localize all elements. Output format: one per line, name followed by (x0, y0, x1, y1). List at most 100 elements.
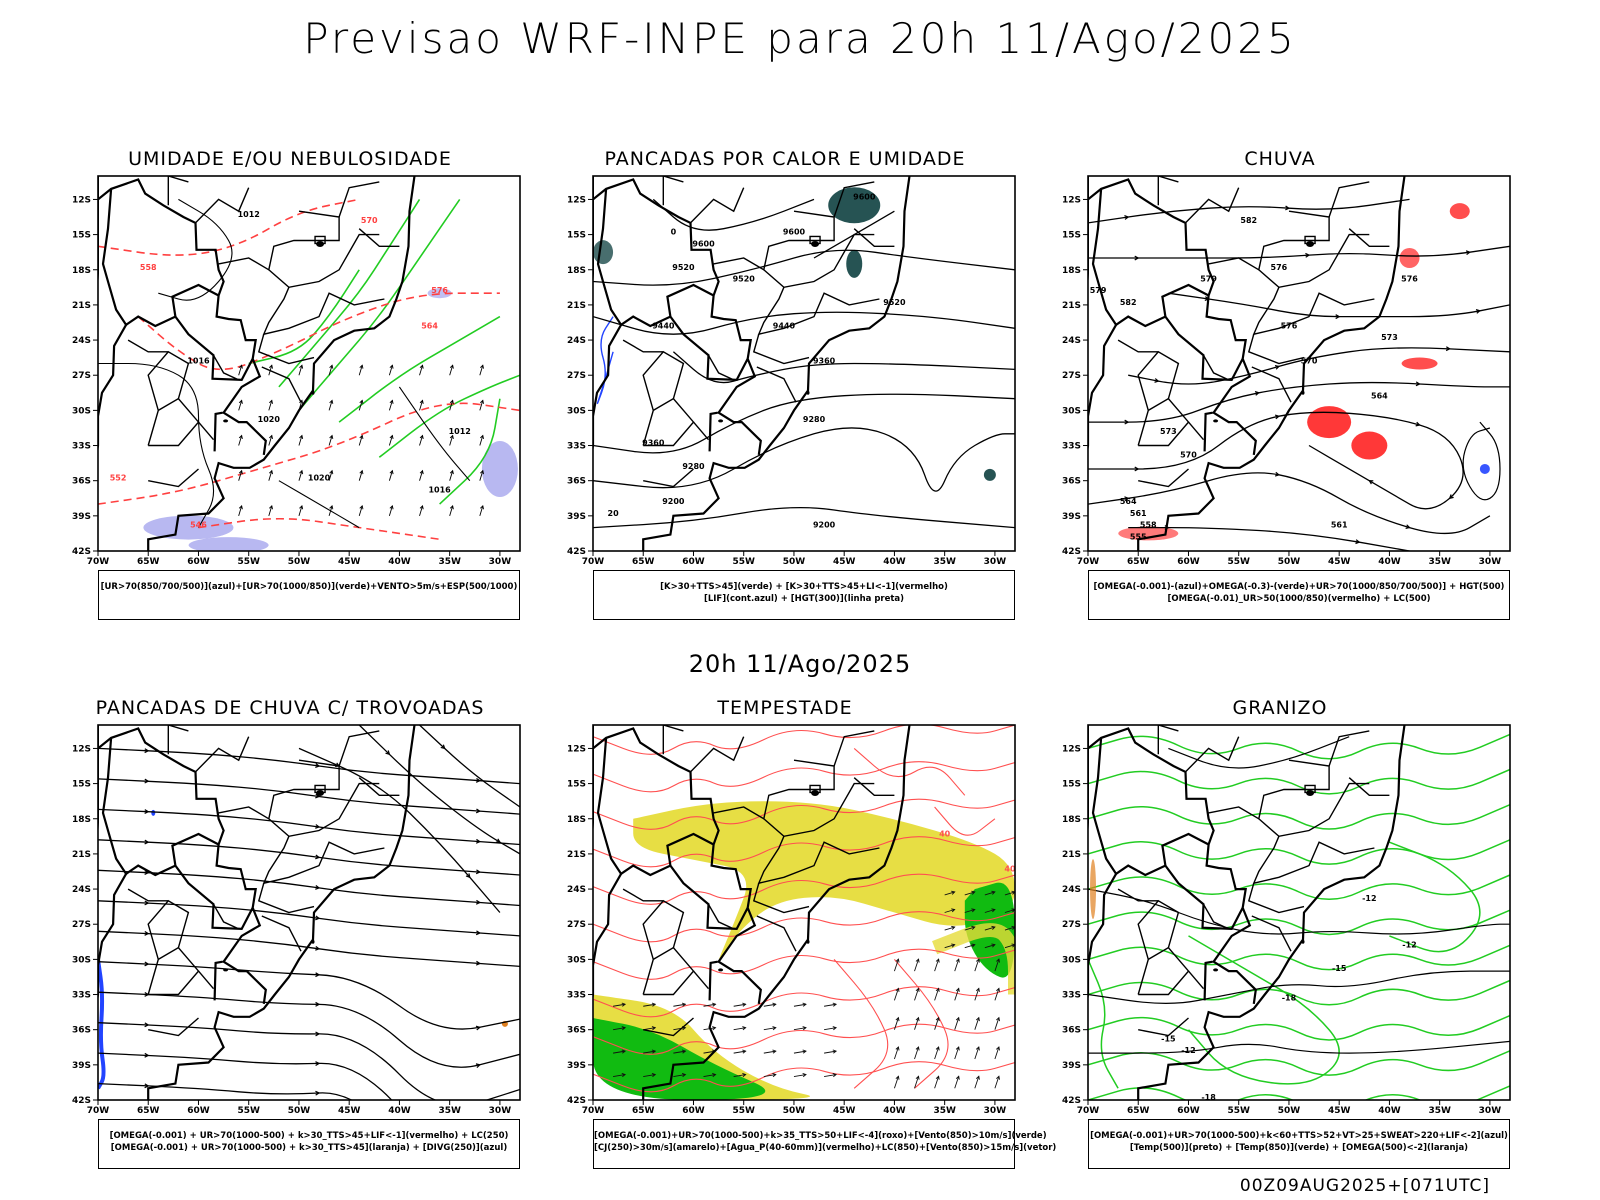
streamline (278, 480, 360, 529)
wind-vector (914, 1017, 919, 1030)
wind-vector (328, 435, 333, 446)
coastline (147, 725, 416, 1100)
lat-tick-label: 18S (567, 815, 586, 825)
contour-label: 570 (1301, 357, 1318, 366)
wind-vector (298, 470, 303, 481)
wind-vector-head (299, 469, 304, 475)
wind-vector (964, 891, 975, 896)
weather-map: -12 -15 -18 -12 -15 -18 -12 12S 15S 18S 21S 24S 27S 3… (1062, 724, 1511, 1116)
wind-vector-head (895, 1075, 900, 1080)
streamline-arrow (315, 1031, 321, 1037)
country-border (174, 315, 254, 382)
wind-vector-head (991, 925, 996, 930)
streamline (593, 427, 1015, 492)
contour-label: 558 (1140, 521, 1157, 530)
wind-vector-head (419, 504, 424, 510)
wind-vector-head (480, 399, 484, 404)
state-border (713, 806, 765, 820)
lon-tick-label: 30W (984, 557, 1007, 567)
contour-label: 9600 (783, 228, 806, 237)
state-border (1258, 210, 1370, 289)
streamline (593, 725, 1015, 755)
streamline (1088, 839, 1510, 865)
state-border (1137, 350, 1180, 411)
wind-vector-head (742, 1002, 747, 1007)
panel-title: UMIDADE E/OU NEBULOSIDADE (128, 148, 452, 170)
wind-vector-head (449, 434, 454, 440)
streamline-arrow (315, 1061, 321, 1066)
lat-tick-label: 15S (1062, 231, 1081, 241)
legend-line: [LIF](cont.azul) + [HGT(300)](linha pret… (703, 594, 905, 604)
state-border (1348, 228, 1390, 248)
lat-tick-label: 18S (72, 815, 91, 825)
lat-tick-label: 36S (72, 477, 91, 487)
streamline (1187, 935, 1340, 1085)
lon-tick-label: 50W (1278, 1106, 1301, 1116)
lon-tick-label: 30W (1479, 1106, 1502, 1116)
streamline (1088, 411, 1464, 510)
streamline (593, 911, 1015, 943)
lat-tick-label: 42S (567, 547, 586, 557)
wind-vector (934, 1076, 940, 1089)
wind-vector-head (238, 434, 243, 440)
wind-vector-head (955, 1046, 960, 1051)
lat-tick-label: 39S (567, 512, 586, 522)
state-border (338, 730, 380, 767)
lon-tick-label: 70W (87, 1106, 110, 1116)
contour-label: 558 (140, 263, 157, 272)
wind-vector (358, 365, 363, 376)
convective-area (846, 249, 863, 278)
wind-vector-head (651, 1049, 657, 1054)
wind-vector (1004, 909, 1015, 913)
streamline-arrow (465, 873, 471, 879)
wind-vector-head (389, 469, 394, 475)
streamline (1168, 736, 1350, 769)
country-border (1203, 960, 1213, 1001)
wind-vector (954, 958, 960, 972)
wind-vector-head (895, 987, 900, 992)
wind-vector (479, 400, 484, 411)
streamline (1088, 198, 1410, 224)
streamline-arrow (1154, 378, 1160, 383)
lon-tick-label: 70W (1077, 1106, 1100, 1116)
wind-vector (984, 909, 995, 913)
wind-vector-head (299, 364, 304, 369)
streamline (1088, 888, 1510, 935)
wind-vector-head (935, 987, 940, 992)
wind-vector-head (915, 987, 920, 992)
lat-tick-label: 39S (567, 1061, 586, 1071)
state-border (262, 836, 385, 885)
wind-vector-head (742, 1072, 747, 1078)
wind-vector (643, 1003, 656, 1007)
lake (1213, 419, 1219, 423)
wind-vector-head (419, 399, 424, 404)
streamline-arrow (315, 824, 321, 829)
wind-vector-head (712, 1026, 717, 1031)
streamline (1088, 959, 1119, 1089)
wind-vector (914, 958, 919, 972)
country-border (669, 315, 749, 382)
country-border (593, 324, 623, 453)
contour-label: 1020 (308, 474, 331, 483)
wind-vector-head (935, 1016, 940, 1022)
streamline (298, 198, 461, 411)
lake (223, 419, 229, 423)
wind-vector-head (991, 943, 996, 948)
wind-vector (268, 505, 273, 516)
wind-vector (298, 505, 303, 516)
state-border (197, 421, 215, 441)
lon-tick-label: 50W (783, 1106, 806, 1116)
wind-vector (954, 988, 960, 1001)
state-border (642, 350, 685, 411)
contour-label: -18 (1282, 993, 1297, 1002)
humidity-mid-area (188, 537, 269, 551)
wind-vector (298, 435, 303, 446)
streamline-arrow (475, 1025, 482, 1031)
lake (1301, 939, 1305, 944)
wind-vector-head (329, 399, 334, 404)
wind-vector-head (621, 1049, 627, 1054)
streamline-arrow (475, 1063, 482, 1069)
map-frame (1087, 724, 1511, 1101)
wind-vector-head (802, 1072, 807, 1078)
state-border (1247, 334, 1305, 365)
